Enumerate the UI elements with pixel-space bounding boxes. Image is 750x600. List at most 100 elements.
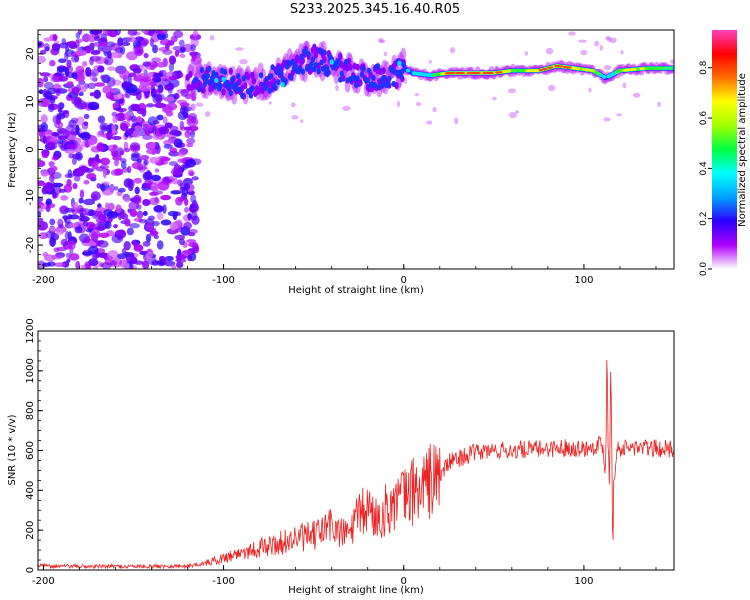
colorbar-label: Normalized spectral amplitude <box>737 73 748 227</box>
spectrogram-noise-blob <box>115 107 128 112</box>
spectrogram-noise-blob <box>89 68 99 77</box>
spectrogram-noise-blob <box>90 191 101 201</box>
spectrogram-y-tick-label: 10 <box>25 95 36 108</box>
spectrogram-noise-blob <box>41 186 48 195</box>
spectrogram-noise-blob <box>127 30 138 36</box>
spectrogram-noise-blob <box>161 105 174 114</box>
spectrogram-noise-blob <box>184 158 196 168</box>
snr-x-tick-label: 0 <box>401 576 407 587</box>
spectrogram-ridge-cell <box>250 85 255 92</box>
snr-y-tick-label: 1000 <box>25 358 36 383</box>
spectrogram-noise-blob <box>158 126 170 135</box>
spectrogram-noise-blob <box>126 252 135 258</box>
spectrogram-noise-blob <box>132 67 142 74</box>
spectrogram-ridge-cell <box>214 77 219 83</box>
spectrogram-noise-blob <box>45 183 56 190</box>
spectrogram-x-axis: -200 -100 0 100 <box>32 264 657 286</box>
snr-y-tick-label: 600 <box>25 441 36 460</box>
spectrogram-noise-blob <box>133 260 145 265</box>
spectrogram-noise-blob <box>49 59 56 67</box>
spectrogram-noise-blob <box>156 260 164 265</box>
spectrogram-noise-blob <box>56 127 67 134</box>
spectrogram-ridge-halo <box>400 47 407 62</box>
spectrogram-noise-blob <box>290 102 296 108</box>
spectrogram-ridge-cell <box>263 84 268 92</box>
spectrogram-noise-blob <box>45 204 51 213</box>
spectrogram-ridge-cell <box>353 81 359 89</box>
spectrogram-ridge-cell <box>316 68 321 75</box>
spectrogram-noise-blob <box>151 220 160 227</box>
spectrogram-noise-blob <box>162 49 173 55</box>
spectrogram-noise-blob <box>167 210 179 217</box>
spectrogram-noise-blob <box>342 105 351 111</box>
snr-x-tick-label: 100 <box>574 576 593 587</box>
spectrogram-noise-blob <box>38 159 46 168</box>
spectrogram-noise-blob <box>43 43 50 51</box>
spectrogram-noise-blob <box>38 211 42 217</box>
spectrogram-noise-blob <box>83 113 90 120</box>
spectrogram-ridge-cell <box>348 63 353 71</box>
spectrogram-noise-blob <box>97 65 105 73</box>
spectrogram-noise-blob <box>67 222 79 229</box>
spectrogram-noise-blob <box>71 153 82 160</box>
spectrogram-ridge-cell <box>542 67 548 71</box>
snr-y-tick-label: 800 <box>25 401 36 420</box>
spectrogram-noise-blob <box>669 59 674 64</box>
spectrogram-ridge-cell <box>248 92 254 99</box>
spectrogram-noise-blob <box>414 92 420 97</box>
spectrogram-noise-blob <box>603 64 612 71</box>
spectrogram-x-tick-label: 100 <box>574 275 593 286</box>
colorbar-tick-label: 0.4 <box>699 161 709 176</box>
spectrogram-noise-blob <box>89 56 94 66</box>
spectrogram-ridge-cell <box>381 74 386 81</box>
spectrogram-noise-blob <box>66 59 72 69</box>
spectrogram-noise-blob <box>53 262 66 267</box>
spectrogram-noise-blob <box>142 198 151 207</box>
spectrogram-noise-blob <box>130 130 142 138</box>
spectrogram-noise-blob <box>142 211 148 216</box>
spectrogram-noise-blob <box>181 187 189 196</box>
spectrogram-noise-blob <box>64 148 76 154</box>
snr-y-axis: 0 200 400 600 800 1000 1200 <box>25 318 43 573</box>
spectrogram-noise-blob <box>79 213 86 219</box>
spectrogram-noise-blob <box>41 152 49 159</box>
snr-x-axis: -200 -100 0 100 <box>32 565 657 587</box>
spectrogram-ridge-cell <box>359 71 365 78</box>
spectrogram-noise-blob <box>149 191 159 196</box>
spectrogram-ridge-cell <box>397 60 402 66</box>
spectrogram-noise-blob <box>146 148 158 155</box>
spectrogram-noise-blob <box>149 230 159 236</box>
spectrogram-noise-blob <box>168 55 177 65</box>
spectrogram-image <box>38 30 674 269</box>
spectrogram-ridge-cell <box>313 61 319 69</box>
spectrogram-noise-blob <box>142 134 153 140</box>
spectrogram-noise-blob <box>64 131 77 141</box>
spectrogram-noise-blob <box>135 72 148 80</box>
spectrogram-noise-blob <box>41 262 52 267</box>
spectrogram-noise-blob <box>65 124 75 133</box>
spectrogram-noise-blob <box>568 31 576 36</box>
spectrogram-noise-blob <box>188 125 199 132</box>
spectrogram-noise-blob <box>133 244 144 252</box>
spectrogram-noise-blob <box>187 254 193 262</box>
snr-y-tick-label: 200 <box>25 521 36 540</box>
spectrogram-ridge-cell <box>228 67 233 75</box>
spectrogram-noise-blob <box>111 150 119 158</box>
spectrogram-noise-blob <box>187 242 197 247</box>
spectrogram-ridge-cell <box>280 82 285 88</box>
spectrogram-noise-blob <box>97 115 106 124</box>
spectrogram-noise-blob <box>103 51 109 57</box>
spectrogram-noise-blob <box>58 188 67 193</box>
spectrogram-noise-blob <box>453 117 459 125</box>
spectrogram-ridge-cell <box>385 81 391 88</box>
spectrogram-noise-blob <box>160 194 172 201</box>
spectrogram-noise-blob <box>75 38 83 43</box>
spectrogram-noise-blob <box>43 76 49 83</box>
spectrogram-ridge-cell <box>258 72 264 79</box>
spectrogram-noise-blob <box>87 101 100 111</box>
spectrogram-noise-blob <box>603 117 611 122</box>
snr-ylabel: SNR (10 * v/v) <box>7 414 18 485</box>
spectrogram-noise-blob <box>102 168 107 179</box>
spectrogram-noise-blob <box>170 190 183 195</box>
spectrogram-noise-blob <box>383 51 388 56</box>
